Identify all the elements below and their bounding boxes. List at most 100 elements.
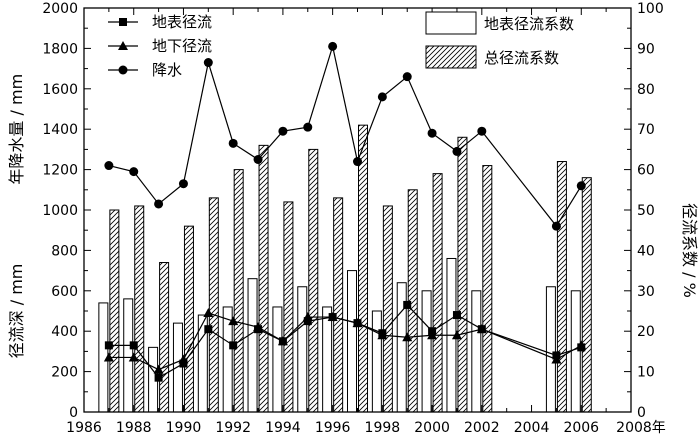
x-tick-label: 1996 bbox=[315, 420, 351, 436]
point-groundwater-runoff bbox=[178, 354, 189, 364]
line-precipitation bbox=[108, 44, 582, 228]
point-surface-runoff bbox=[129, 341, 138, 350]
y-right-tick-label: 30 bbox=[637, 284, 655, 300]
point-precipitation bbox=[278, 126, 288, 136]
bar-total-coefficient bbox=[109, 209, 120, 413]
point-groundwater-runoff bbox=[551, 354, 562, 364]
y-right-tick-label: 40 bbox=[637, 243, 655, 259]
bar-surface-coefficient bbox=[371, 310, 382, 413]
point-surface-runoff bbox=[452, 311, 461, 320]
point-groundwater-runoff bbox=[476, 324, 487, 334]
bar-total-coefficient bbox=[432, 173, 443, 413]
bar-total-coefficient bbox=[333, 197, 344, 413]
point-precipitation bbox=[551, 221, 561, 231]
y-left-tick-label: 600 bbox=[51, 284, 78, 300]
bar-total-coefficient bbox=[159, 262, 170, 413]
bar-total-coefficient bbox=[457, 136, 468, 413]
x-tick-label: 2002 bbox=[464, 420, 500, 436]
bar-total-coefficient bbox=[208, 197, 219, 413]
point-groundwater-runoff bbox=[451, 330, 462, 340]
point-groundwater-runoff bbox=[128, 352, 139, 362]
y-left-tick-label: 200 bbox=[51, 365, 78, 381]
y-left-title-bottom: 径流深 / mm bbox=[7, 264, 26, 359]
point-precipitation bbox=[228, 138, 238, 148]
bar-total-coefficient bbox=[358, 124, 368, 413]
point-groundwater-runoff bbox=[253, 322, 264, 332]
y-left-tick-label: 400 bbox=[51, 324, 78, 340]
y-right-tick-label: 0 bbox=[637, 405, 646, 421]
y-left-tick-label: 1400 bbox=[42, 122, 78, 138]
legend-marker-precipitation bbox=[118, 65, 128, 75]
bar-total-coefficient bbox=[407, 189, 418, 413]
bar-total-coefficient bbox=[382, 205, 393, 413]
y-left-tick-label: 2000 bbox=[42, 1, 78, 17]
bar-surface-coefficient bbox=[570, 290, 581, 413]
bar-total-coefficient bbox=[134, 205, 145, 413]
legend-marker-surface-runoff bbox=[119, 18, 127, 26]
point-surface-runoff bbox=[154, 373, 163, 382]
bar-surface-coefficient bbox=[471, 290, 482, 413]
point-precipitation bbox=[154, 199, 164, 209]
y-left-tick-label: 0 bbox=[69, 405, 78, 421]
point-precipitation bbox=[452, 146, 462, 156]
legend-swatch-surface-coefficient bbox=[425, 11, 477, 35]
legend-swatch-total-coefficient bbox=[425, 45, 477, 69]
bar-surface-coefficient bbox=[347, 270, 357, 413]
y-right-tick-label: 10 bbox=[637, 365, 655, 381]
point-groundwater-runoff bbox=[402, 332, 413, 342]
y-right-title: 径流系数 / % bbox=[680, 203, 699, 298]
y-left-tick-label: 1800 bbox=[42, 41, 78, 57]
x-tick-label: 2006 bbox=[563, 420, 599, 436]
y-left-tick-label: 1600 bbox=[42, 82, 78, 98]
point-precipitation bbox=[576, 181, 586, 191]
point-groundwater-runoff bbox=[103, 352, 114, 362]
bar-total-coefficient bbox=[581, 177, 592, 413]
y-right-tick-label: 50 bbox=[637, 203, 655, 219]
legend-label-surface-coefficient: 地表径流系数 bbox=[484, 15, 574, 33]
y-left-title-top: 年降水量 / mm bbox=[7, 74, 26, 185]
bar-total-coefficient bbox=[308, 148, 319, 413]
x-tick-label: 1992 bbox=[215, 420, 251, 436]
point-precipitation bbox=[104, 161, 114, 171]
legend-label-total-coefficient: 总径流系数 bbox=[484, 49, 559, 67]
x-tick-label: 1986 bbox=[66, 420, 102, 436]
x-tick-label: 2000 bbox=[414, 420, 450, 436]
point-precipitation bbox=[427, 128, 437, 138]
point-precipitation bbox=[402, 72, 412, 82]
point-precipitation bbox=[353, 157, 362, 167]
bar-surface-coefficient bbox=[322, 306, 333, 413]
x-tick-label: 2004 bbox=[514, 420, 550, 436]
point-precipitation bbox=[253, 155, 263, 164]
point-surface-runoff bbox=[204, 325, 213, 334]
x-tick-label: 1994 bbox=[265, 420, 301, 436]
bar-total-coefficient bbox=[283, 201, 294, 413]
y-left-tick-label: 800 bbox=[51, 243, 78, 259]
bar-total-coefficient bbox=[233, 169, 244, 413]
x-tick-label: 1998 bbox=[365, 420, 401, 436]
bar-total-coefficient bbox=[183, 225, 194, 413]
y-right-tick-label: 80 bbox=[637, 82, 655, 98]
point-groundwater-runoff bbox=[427, 330, 438, 340]
bar-surface-coefficient bbox=[545, 286, 556, 413]
point-surface-runoff bbox=[303, 317, 312, 326]
y-right-tick-label: 20 bbox=[637, 324, 655, 340]
line-surface-runoff bbox=[108, 304, 582, 379]
x-tick-label: 1990 bbox=[166, 420, 202, 436]
bar-surface-coefficient bbox=[247, 278, 258, 413]
point-groundwater-runoff bbox=[153, 364, 164, 374]
bar-surface-coefficient bbox=[172, 322, 183, 413]
bar-surface-coefficient bbox=[297, 286, 308, 413]
legend-marker-groundwater-runoff bbox=[118, 41, 128, 50]
x-tick-label: 1988 bbox=[116, 420, 152, 436]
point-groundwater-runoff bbox=[228, 316, 239, 326]
legend-label-groundwater-runoff: 地下径流 bbox=[152, 37, 212, 55]
point-surface-runoff bbox=[104, 341, 113, 350]
line-groundwater-runoff bbox=[108, 312, 582, 371]
point-groundwater-runoff bbox=[327, 312, 338, 322]
point-groundwater-runoff bbox=[377, 330, 388, 340]
point-groundwater-runoff bbox=[352, 318, 363, 328]
point-precipitation bbox=[477, 126, 487, 136]
point-groundwater-runoff bbox=[277, 336, 288, 346]
x-tick-label-last: 2008年 bbox=[616, 420, 666, 436]
